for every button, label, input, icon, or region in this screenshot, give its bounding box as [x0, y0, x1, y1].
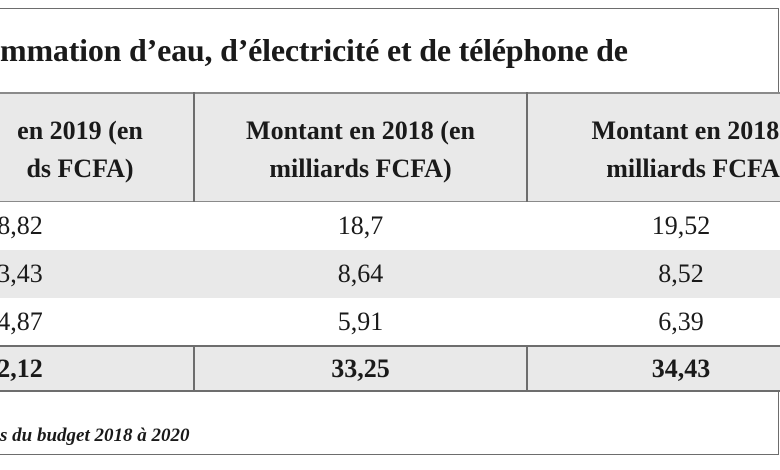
row-1-col-1: 8,82: [0, 211, 43, 240]
row-background-2: [0, 250, 780, 298]
row-2-col-1: 3,43: [0, 259, 43, 288]
col-divider-2-total: [526, 345, 528, 392]
header-col-1: en 2019 (en ds FCFA): [0, 112, 260, 188]
col-divider-2-header: [526, 92, 528, 202]
total-col-1: 2,12: [0, 354, 43, 383]
total-col-3: 34,43: [651, 354, 711, 383]
source-note: s du budget 2018 à 2020: [0, 425, 190, 446]
table-header-background: [0, 94, 780, 201]
row-3-col-2: 5,91: [337, 307, 384, 336]
table-title-text: mmation d’eau, d’électricité et de télép…: [0, 32, 628, 68]
header-col-3-line2: milliards FCFA: [606, 154, 780, 183]
header-col-3-line1: Montant en 2018 (: [591, 116, 780, 145]
row-2-col-2: 8,64: [337, 259, 384, 288]
total-col-2: 33,25: [331, 354, 390, 383]
total-row-background: [0, 346, 780, 392]
header-col-1-line2: ds FCFA): [26, 154, 134, 183]
row-1-col-3: 19,52: [651, 211, 711, 240]
header-col-1-line1: en 2019 (en: [17, 116, 143, 145]
row-background-3: [0, 298, 780, 346]
row-3-col-1: 4,87: [0, 307, 43, 336]
row-1-col-2: 18,7: [337, 211, 384, 240]
header-col-2-line1: Montant en 2018 (en: [246, 116, 475, 145]
table-top-rule: [0, 92, 780, 94]
row-2-col-3: 8,52: [658, 259, 704, 288]
total-top-rule: [0, 345, 780, 347]
data-table: en 2019 (en ds FCFA) Montant en 2018 (en…: [0, 92, 780, 392]
col-divider-1-header: [193, 92, 195, 202]
header-col-2-line2: milliards FCFA): [269, 154, 452, 183]
table-bottom-rule: [0, 390, 780, 392]
header-col-2: Montant en 2018 (en milliards FCFA): [195, 112, 526, 188]
table-title: mmation d’eau, d’électricité et de télép…: [0, 30, 780, 70]
row-background-1: [0, 202, 780, 250]
row-3-col-3: 6,39: [658, 307, 704, 336]
header-col-3: Montant en 2018 ( milliards FCFA: [528, 112, 780, 188]
col-divider-1-total: [193, 345, 195, 392]
header-bottom-rule: [0, 201, 780, 202]
